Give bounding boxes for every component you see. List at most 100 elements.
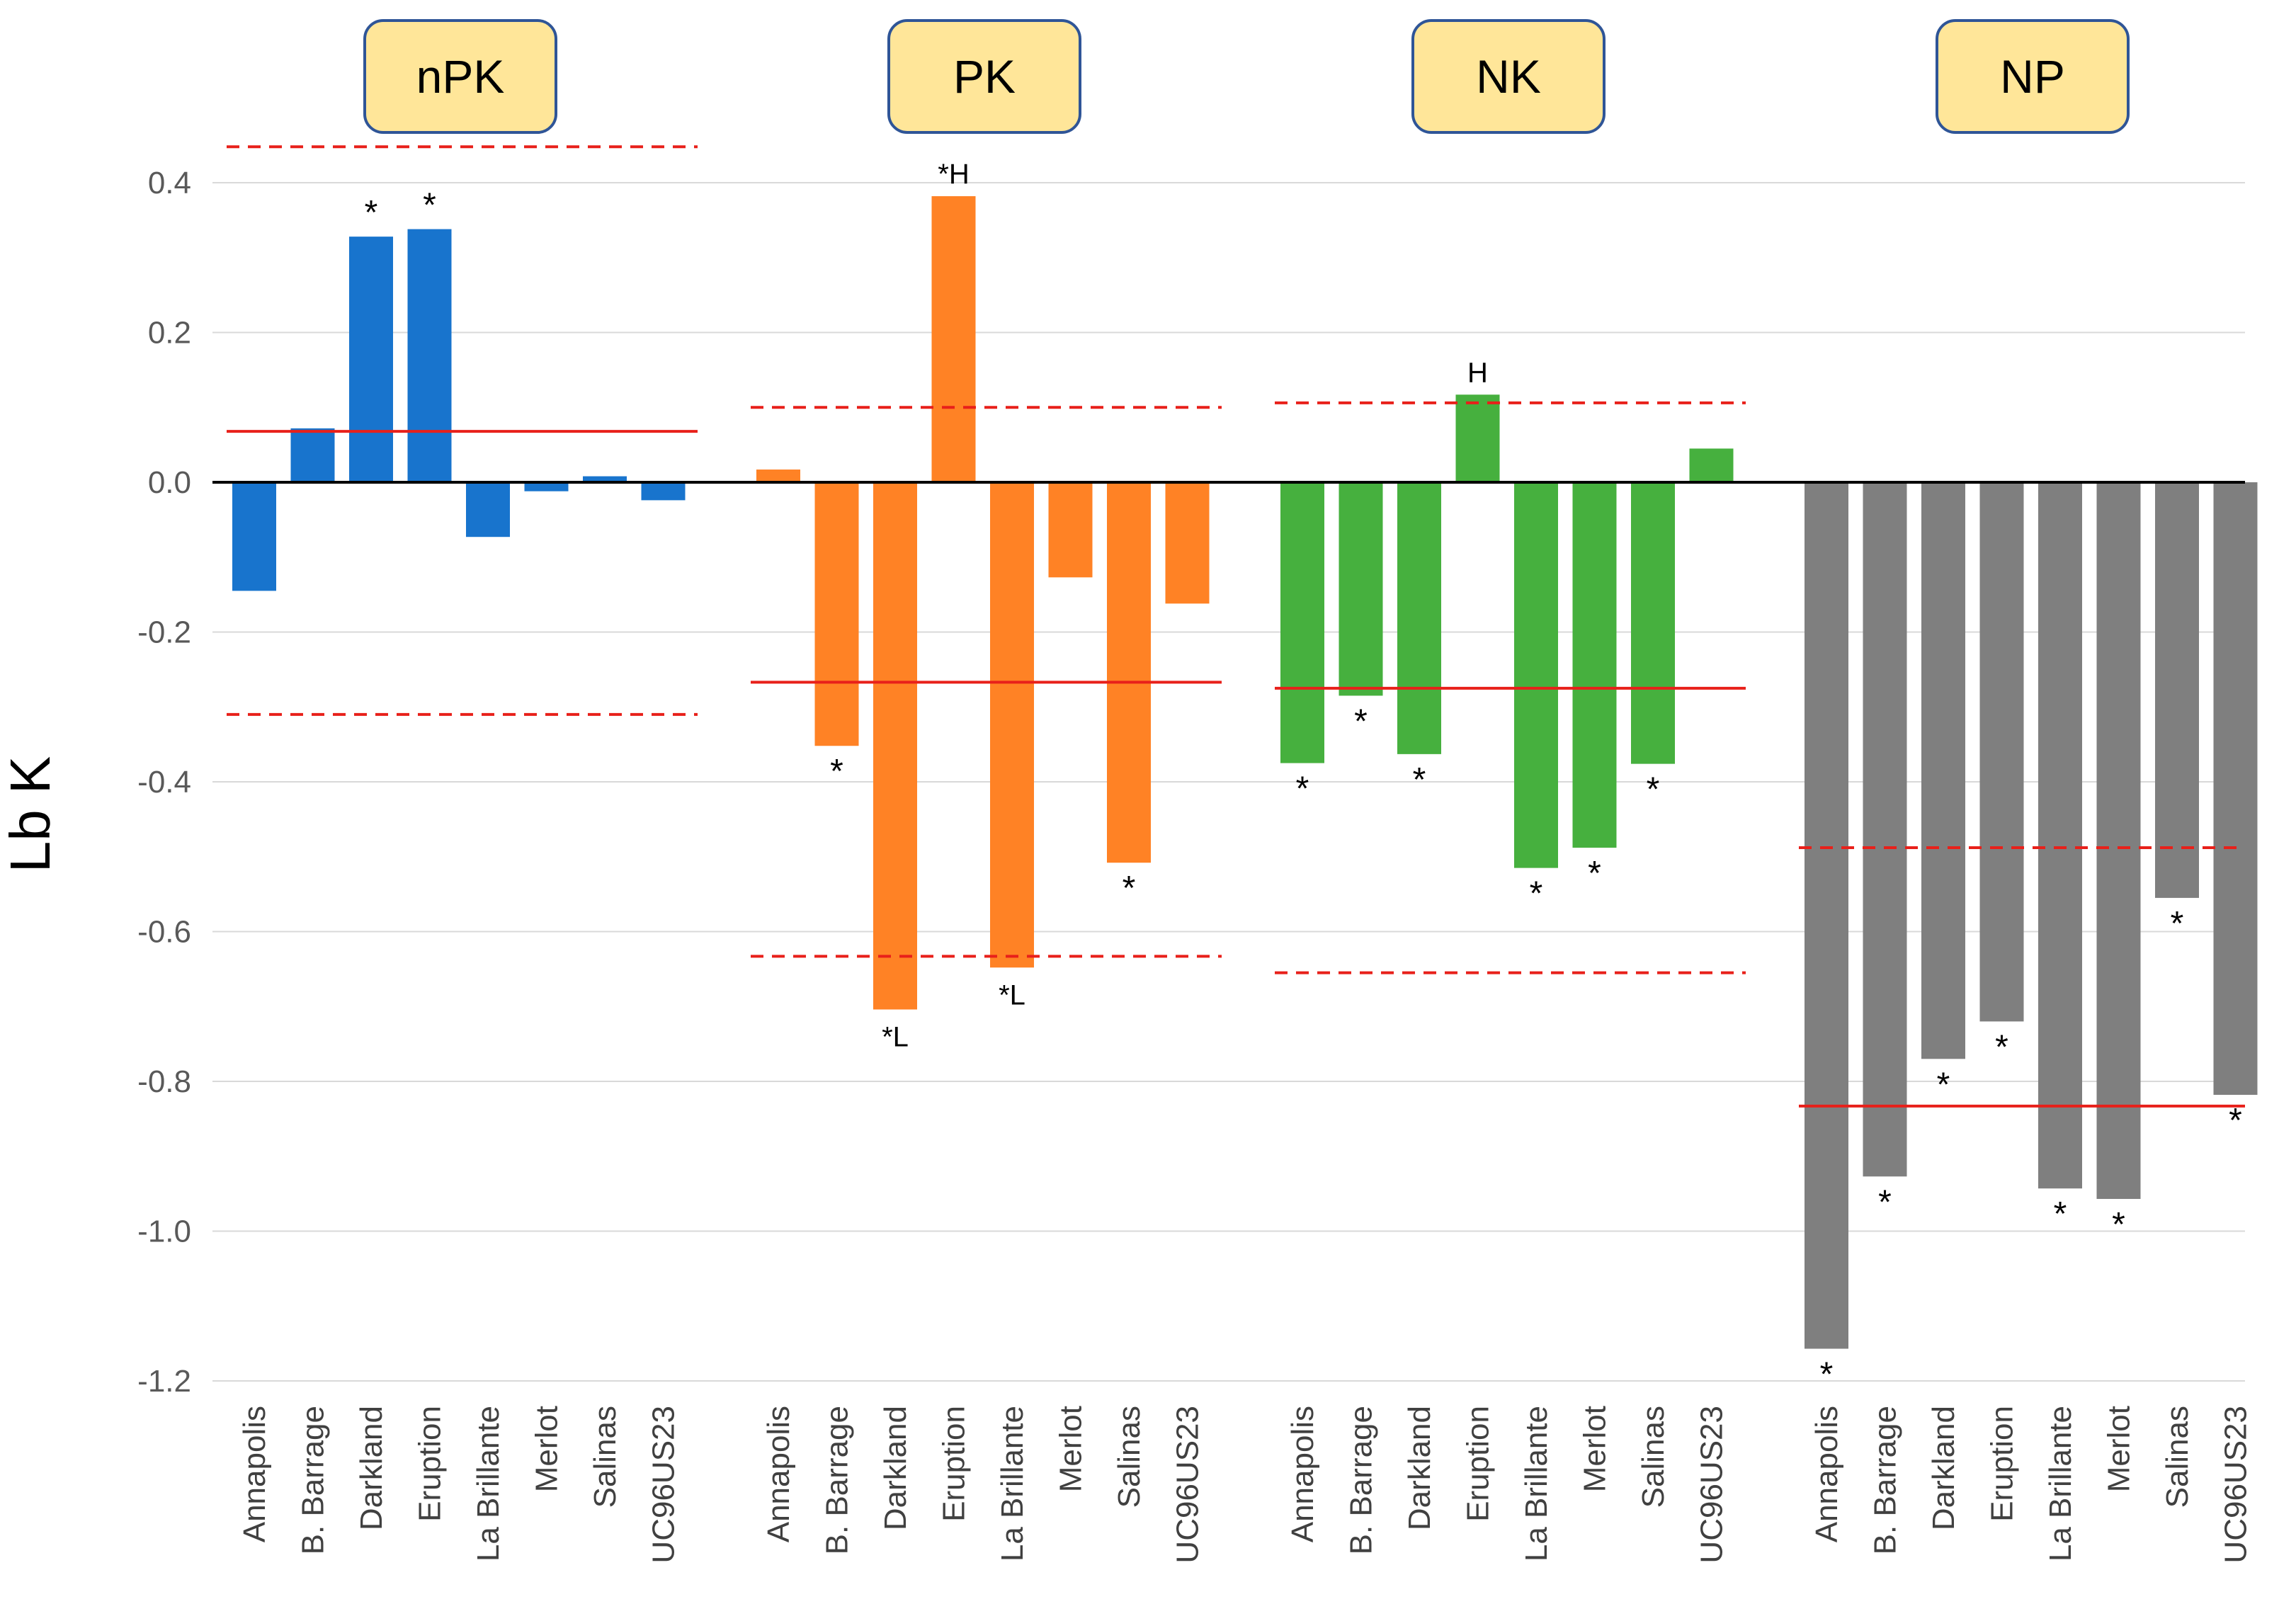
significance-annotation: *: [2054, 1195, 2067, 1233]
bar: [1689, 448, 1734, 482]
y-tick-label: -0.2: [137, 615, 191, 650]
category-label: Salinas: [588, 1406, 623, 1508]
category-label: B. Barrage: [1868, 1406, 1903, 1554]
category-label: Annapolis: [237, 1406, 272, 1542]
y-tick-label: 0.0: [148, 465, 191, 500]
group-label-box: [1411, 19, 1606, 134]
bar: [1514, 482, 1558, 868]
bar: [1048, 482, 1093, 578]
significance-annotations: * ***L*H*L****H******** ***: [365, 159, 2242, 1393]
category-label: B. Barrage: [820, 1406, 855, 1554]
group-label: PK: [953, 50, 1016, 103]
reference-lines: [227, 145, 2245, 1108]
bar: [1805, 482, 1848, 1349]
y-tick-label: -1.0: [137, 1215, 191, 1249]
category-label: Merlot: [1054, 1406, 1089, 1492]
category-label: Annapolis: [1809, 1406, 1844, 1542]
significance-annotation: *: [365, 194, 378, 232]
bar: [1572, 482, 1617, 848]
significance-annotation: *: [1937, 1066, 1950, 1103]
significance-annotation: *L: [999, 979, 1025, 1011]
significance-annotation: *: [423, 187, 436, 224]
bar: [349, 237, 393, 482]
bar: [2038, 482, 2082, 1189]
bar: [290, 428, 335, 482]
bar: [641, 482, 686, 501]
bar: [1339, 482, 1383, 696]
bar: [2155, 482, 2199, 898]
category-label: UC96US23: [1171, 1406, 1205, 1564]
significance-annotation: *: [1878, 1183, 1892, 1221]
bar: [931, 196, 976, 482]
significance-annotation: *: [2229, 1102, 2242, 1139]
significance-annotation: H: [1467, 357, 1488, 388]
category-label: UC96US23: [647, 1406, 681, 1564]
bar: [814, 482, 859, 746]
bar: [466, 482, 510, 537]
bar: [1107, 482, 1151, 863]
category-label: Merlot: [530, 1406, 564, 1492]
bar: [1455, 394, 1500, 482]
bar: [524, 482, 569, 491]
category-label: Salinas: [1636, 1406, 1671, 1508]
significance-annotation: *L: [882, 1021, 909, 1052]
y-tick-label: -1.2: [137, 1364, 191, 1399]
bar: [2213, 482, 2258, 1096]
y-tick-label: -0.4: [137, 765, 191, 800]
gridlines: [212, 182, 2245, 1382]
bar: [2096, 482, 2141, 1200]
category-label: La Brillante: [995, 1406, 1030, 1562]
category-label: Merlot: [2102, 1406, 2137, 1492]
y-tick-labels: 0.4 0.2 0.0 -0.2 -0.4 -0.6 -0.8 -1.0 -1.2: [137, 166, 191, 1399]
category-label: B. Barrage: [296, 1406, 331, 1554]
category-label: Darkland: [1402, 1406, 1437, 1530]
category-label: La Brillante: [1519, 1406, 1554, 1562]
significance-annotation: *H: [938, 159, 969, 190]
significance-annotation: *: [1296, 770, 1309, 808]
bar: [1631, 482, 1675, 764]
group-label: NK: [1476, 50, 1541, 103]
category-label: Darkland: [354, 1406, 389, 1530]
y-axis-label: Lb K: [0, 756, 62, 873]
category-label: B. Barrage: [1344, 1406, 1379, 1554]
category-label: La Brillante: [2043, 1406, 2078, 1562]
group-label: NP: [2000, 50, 2065, 103]
bar: [1863, 482, 1907, 1177]
significance-annotation: *: [830, 753, 843, 790]
significance-annotation: *: [1588, 855, 1601, 892]
y-tick-label: 0.2: [148, 316, 191, 351]
category-label: Merlot: [1578, 1406, 1613, 1492]
bar: [583, 476, 627, 482]
significance-annotation: *: [1995, 1028, 2008, 1066]
bar: [1979, 482, 2024, 1022]
category-labels: Annapolis B. Barrage Darkland Eruption La Br…: [237, 1406, 2254, 1564]
y-tick-label: -0.8: [137, 1064, 191, 1099]
bar: [232, 482, 276, 591]
category-label: Eruption: [1461, 1406, 1496, 1522]
bar: [756, 470, 800, 482]
bar: [990, 482, 1034, 968]
category-label: Eruption: [937, 1406, 972, 1522]
significance-annotation: *: [1413, 761, 1426, 799]
category-label: Darkland: [1926, 1406, 1961, 1530]
bar: [1165, 482, 1210, 604]
bar: [1397, 482, 1441, 754]
category-label: La Brillante: [471, 1406, 506, 1562]
bar: [407, 229, 452, 482]
y-tick-label: 0.4: [148, 166, 191, 200]
category-label: Salinas: [2160, 1406, 2195, 1508]
category-label: Eruption: [1985, 1406, 2020, 1522]
category-label: UC96US23: [2219, 1406, 2254, 1564]
significance-annotation: *: [1354, 703, 1368, 740]
category-label: Salinas: [1112, 1406, 1147, 1508]
significance-annotation: *: [1820, 1356, 1834, 1394]
category-label: Darkland: [878, 1406, 913, 1530]
category-label: UC96US23: [1695, 1406, 1729, 1564]
group-label-box: [1936, 19, 2130, 134]
bar: [873, 482, 917, 1010]
group-panels: nPK PK NK NP: [363, 19, 2130, 134]
group-label: nPK: [416, 50, 505, 103]
bars: [232, 196, 2258, 1349]
bar: [1921, 482, 1965, 1059]
